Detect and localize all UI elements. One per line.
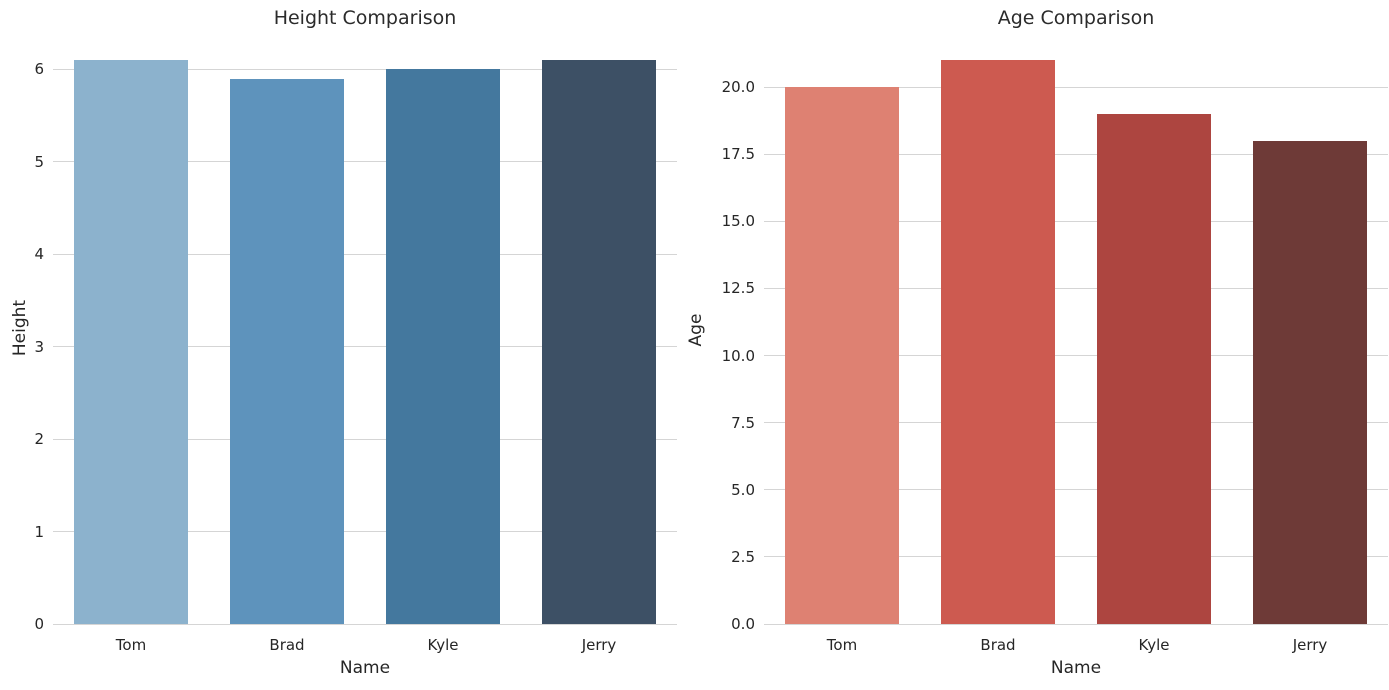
gridline	[764, 422, 1388, 424]
gridline	[764, 489, 1388, 491]
y-tick-label: 5	[34, 152, 44, 171]
y-tick-label: 17.5	[721, 145, 755, 164]
y-tick-label: 10.0	[721, 346, 755, 365]
bar-jerry	[1253, 141, 1367, 624]
bar-brad	[230, 79, 344, 624]
y-tick-label: 2.5	[731, 547, 755, 566]
x-tick-label: Kyle	[1138, 636, 1170, 654]
bar-kyle	[386, 69, 500, 624]
y-tick-label: 0.0	[731, 615, 755, 633]
gridline	[764, 355, 1388, 357]
x-tick-label: Brad	[269, 636, 305, 654]
gridline	[764, 220, 1388, 222]
chart-title: Age Comparison	[997, 7, 1155, 29]
x-tick-label: Brad	[980, 636, 1016, 654]
gridline	[53, 253, 677, 255]
height-bar-chart: Height Comparison Height Name 0 1 2 3 4 5 6 Tom…	[0, 0, 694, 690]
y-tick-label: 15.0	[721, 212, 755, 231]
bar-kyle	[1097, 114, 1211, 624]
y-axis-label: Age	[686, 313, 706, 347]
bar-jerry	[542, 60, 656, 624]
y-tick-label: 1	[34, 522, 44, 541]
y-tick-label: 20.0	[721, 78, 755, 97]
gridline	[764, 287, 1388, 289]
x-tick-label: Tom	[115, 636, 147, 654]
bar-tom	[785, 87, 899, 624]
gridline	[53, 623, 677, 625]
x-tick-label: Kyle	[427, 636, 459, 654]
y-tick-label: 3	[34, 337, 44, 356]
bar-tom	[74, 60, 188, 624]
y-tick-label: 2	[34, 430, 44, 449]
gridline	[53, 438, 677, 440]
plot-area	[53, 32, 677, 625]
y-tick-label: 7.5	[731, 413, 755, 432]
gridline	[764, 623, 1388, 625]
plot-area	[764, 32, 1388, 625]
y-tick-label: 4	[34, 245, 44, 264]
gridline	[53, 161, 677, 163]
gridline	[764, 153, 1388, 155]
gridline	[53, 531, 677, 533]
gridline	[53, 68, 677, 70]
gridline	[764, 86, 1388, 88]
y-tick-label: 0	[34, 615, 44, 633]
x-tick-label: Tom	[826, 636, 858, 654]
gridline	[53, 346, 677, 348]
gridline	[764, 556, 1388, 558]
x-tick-label: Jerry	[1292, 636, 1328, 654]
bar-brad	[941, 60, 1055, 624]
age-bar-chart: Age Comparison Age Name 0.0 2.5 5.0 7.5 10.0…	[686, 0, 1389, 690]
x-axis-label: Name	[339, 658, 391, 678]
x-axis-label: Name	[1050, 658, 1102, 678]
y-tick-label: 6	[34, 60, 44, 79]
y-tick-label: 5.0	[731, 480, 755, 499]
chart-title: Height Comparison	[273, 7, 457, 29]
x-tick-label: Jerry	[581, 636, 617, 654]
y-tick-label: 12.5	[721, 279, 755, 298]
